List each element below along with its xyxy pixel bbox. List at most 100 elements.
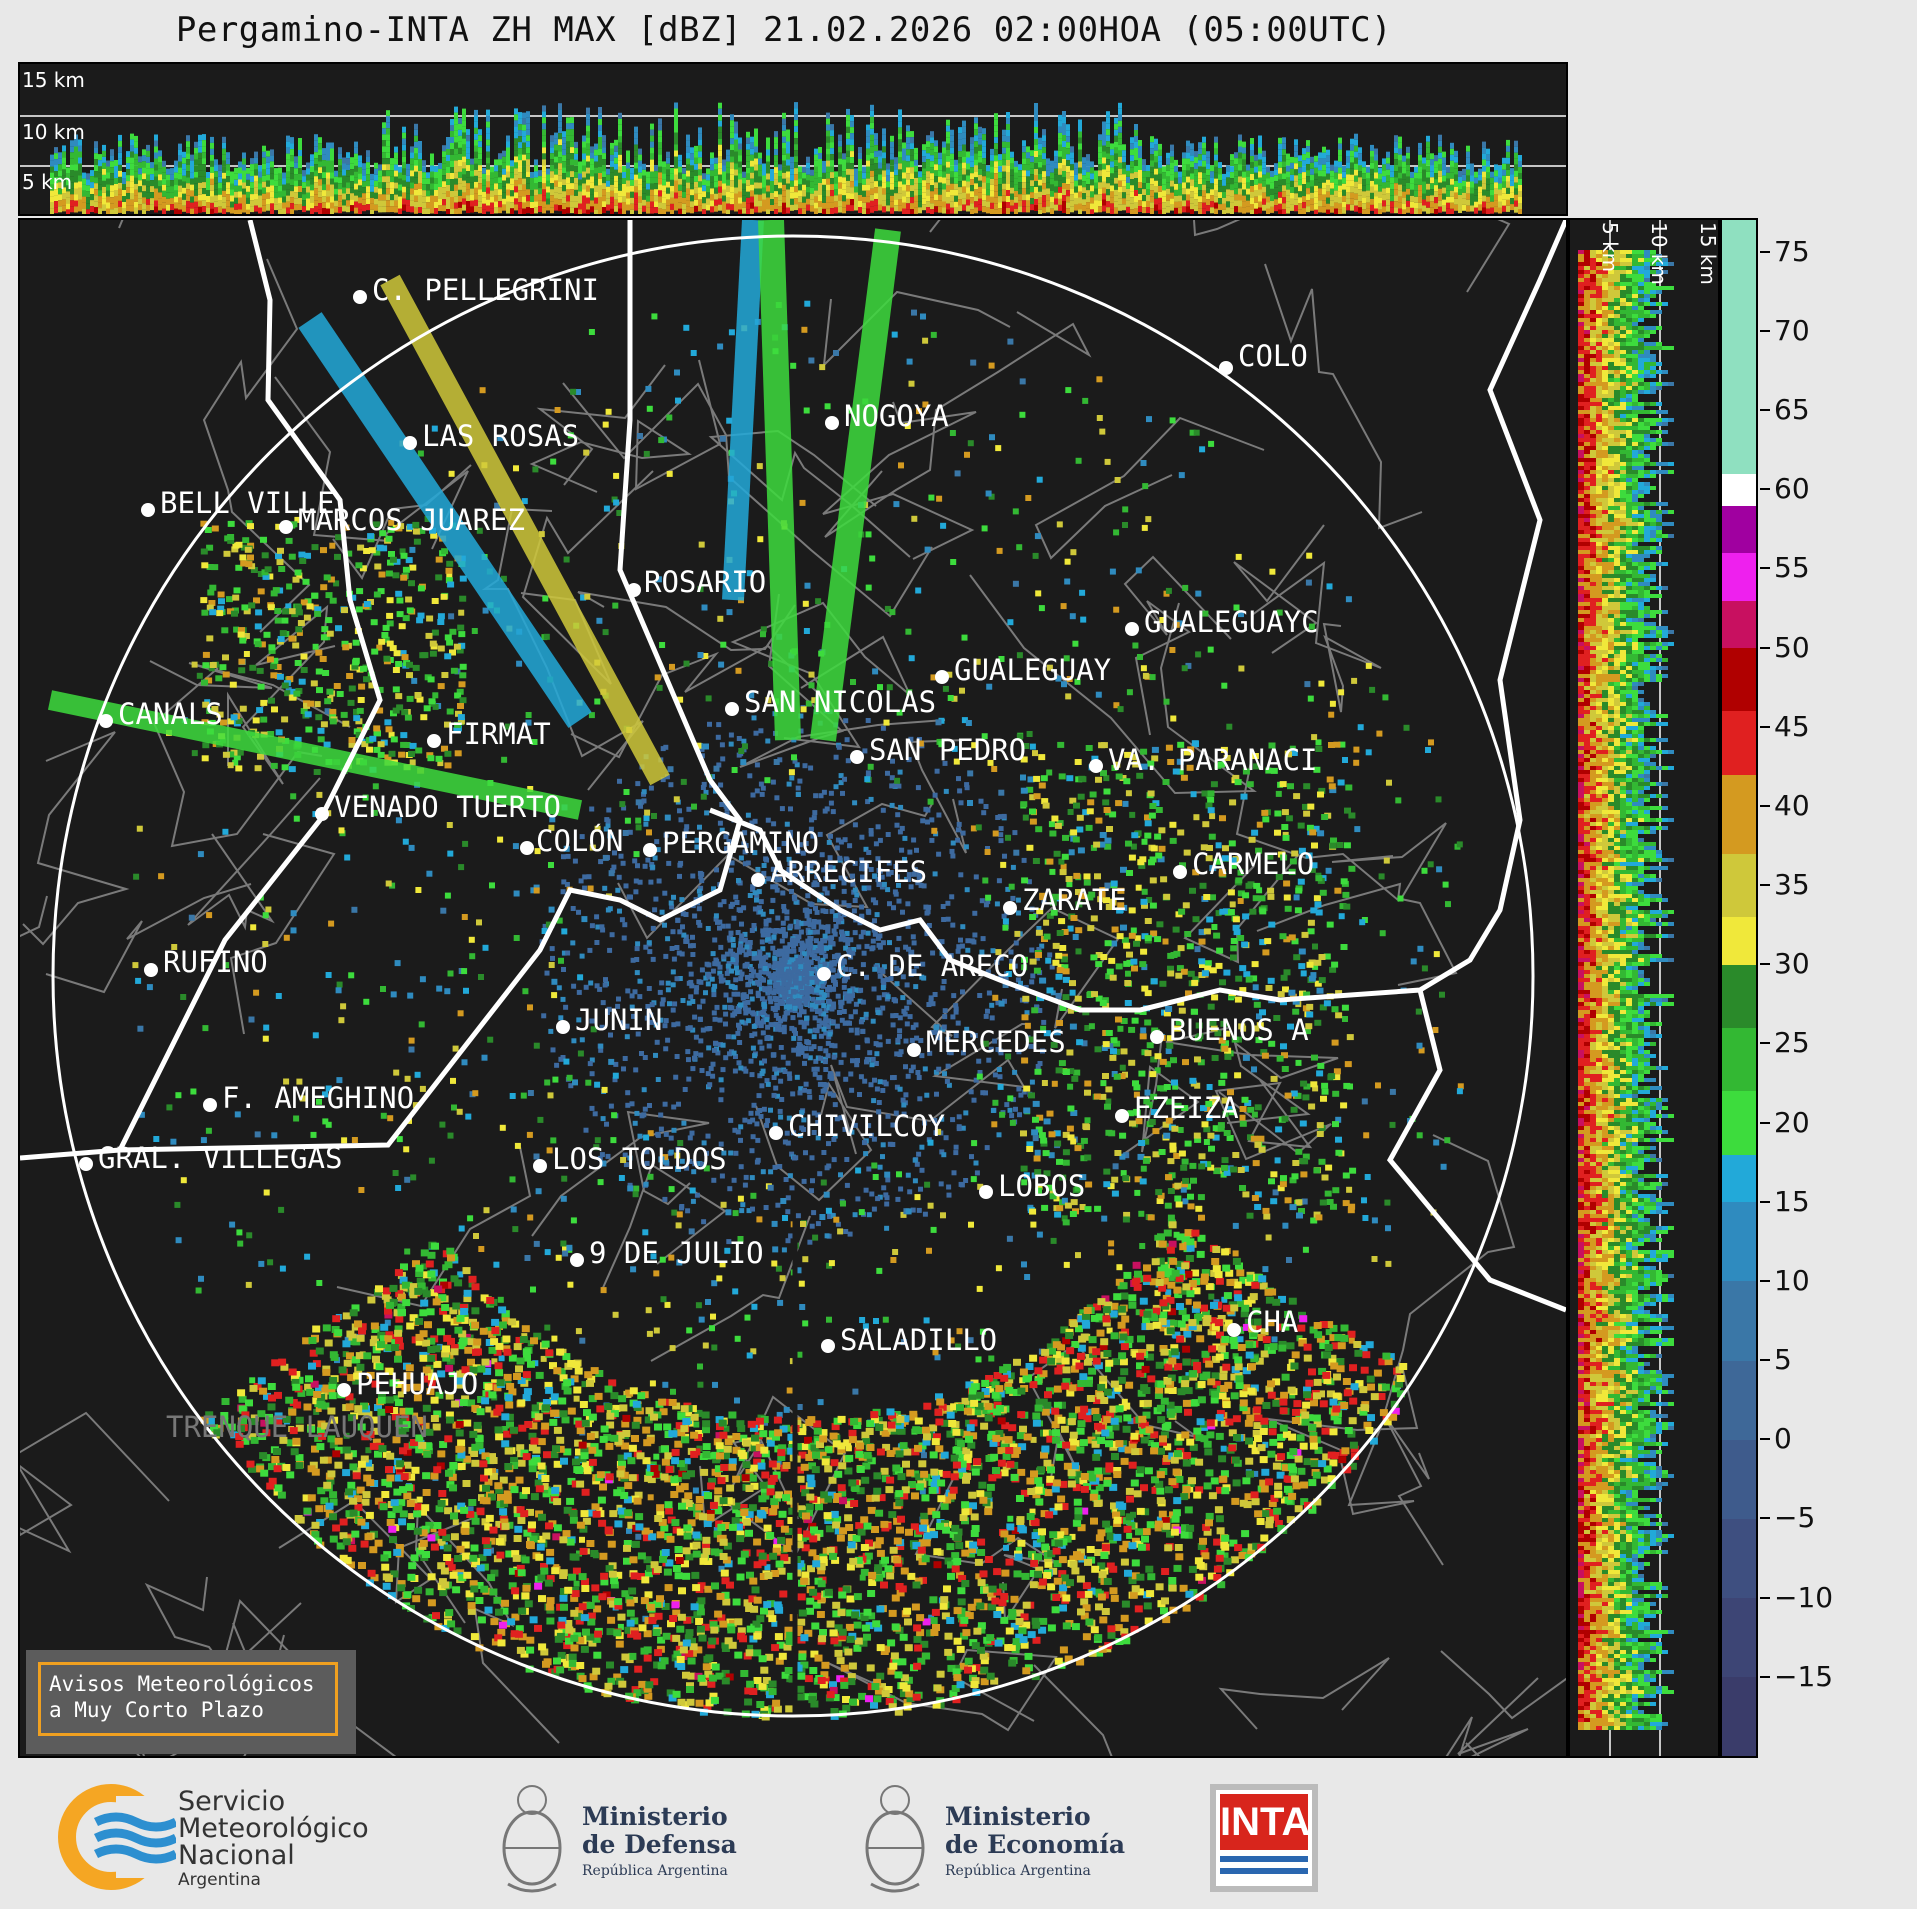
top-echo-cell [730,114,734,121]
echo-cell [704,810,710,816]
top-echo-cell [1242,177,1246,184]
top-echo-cell [1170,204,1174,211]
top-echo-cell [522,208,526,214]
radar-map-panel[interactable]: C. PELLEGRINI LAS ROSAS NOGOYA BELL VILLE MA… [18,218,1568,1758]
top-echo-cell [1430,201,1434,208]
top-echo-cell [590,158,594,165]
top-echo-cell [678,160,682,167]
top-echo-cell [1126,176,1130,183]
top-echo-cell [926,171,930,178]
echo-cell [1012,1069,1018,1075]
top-echo-cell [78,187,82,194]
top-echo-cell [1366,184,1370,191]
echo-cell [811,1130,817,1135]
top-echo-cell [882,152,886,159]
top-echo-cell [782,160,786,167]
top-echo-cell [1178,207,1182,214]
top-echo-cell [1070,158,1074,165]
echo-cell [926,923,932,928]
top-echo-cell [1122,192,1126,199]
top-echo-cell [154,140,158,147]
top-echo-cell [882,200,886,207]
top-echo-cell [218,194,222,201]
top-echo-cell [1354,205,1358,212]
top-echo-cell [978,126,982,133]
top-echo-cell [1254,178,1258,185]
top-echo-cell [362,163,366,170]
top-echo-cell [318,185,322,192]
top-echo-cell [1122,168,1126,175]
top-echo-cell [1018,176,1022,183]
top-echo-cell [1434,173,1438,180]
top-echo-cell [334,182,338,189]
county-border [1233,524,1325,654]
echo-cell [815,1120,821,1125]
top-echo-cell [1510,204,1514,211]
top-echo-cell [246,179,250,186]
echo-cell [786,1115,792,1121]
top-echo-cell [146,180,150,187]
top-echo-cell [1514,200,1518,207]
top-echo-cell [1386,187,1390,194]
top-echo-cell [518,160,522,167]
top-echo-cell [538,194,542,201]
top-echo-cell [1098,134,1102,141]
echo-cell [701,781,707,787]
top-echo-cell [1518,197,1522,203]
top-echo-cell [58,188,62,195]
top-echo-cell [1010,199,1014,206]
top-echo-cell [790,156,794,163]
top-echo-cell [1346,180,1350,187]
echo-cell [985,899,991,905]
top-echo-cell [1018,188,1022,195]
top-echo-cell [406,193,410,200]
top-echo-cell [206,178,210,184]
top-echo-cell [902,166,906,173]
top-echo-cell [970,137,974,144]
top-echo-cell [754,188,758,195]
top-echo-cell [606,192,610,199]
top-echo-cell [630,173,634,180]
top-echo-cell [526,201,530,208]
top-echo-cell [1198,196,1202,203]
top-echo-cell [262,163,266,170]
top-echo-cell [1258,165,1262,172]
top-echo-cell [1130,149,1134,156]
top-echo-cell [1250,210,1254,214]
top-echo-cell [222,136,226,143]
top-echo-cell [498,183,502,190]
top-echo-cell [210,148,214,155]
top-echo-cell [1106,147,1110,154]
top-echo-cell [1462,174,1466,181]
top-echo-cell [1054,198,1058,205]
top-echo-cell [1066,178,1070,185]
top-echo-cell [1134,190,1138,196]
top-echo-cell [1214,166,1218,173]
top-echo-cell [1090,191,1094,198]
top-echo-cell [782,124,786,131]
top-echo-cell [382,152,386,159]
top-echo-cell [950,207,954,214]
top-echo-cell [98,208,102,214]
top-echo-cell [914,207,918,214]
top-echo-cell [1046,206,1050,213]
echo-cell [698,1038,704,1044]
top-echo-cell [1086,172,1090,179]
top-echo-cell [730,180,734,187]
top-echo-cell [342,169,346,176]
top-echo-cell [138,156,142,163]
top-echo-cell [1098,164,1102,171]
top-echo-cell [118,176,122,183]
top-echo-cell [598,131,602,137]
top-echo-cell [642,169,646,176]
echo-cell [828,800,834,806]
top-echo-cell [222,190,226,197]
echo-cell [712,983,718,989]
top-echo-cell [126,181,130,188]
top-echo-cell [1354,133,1358,140]
top-echo-cell [414,129,418,136]
top-echo-cell [386,176,390,183]
top-echo-cell [370,203,374,210]
top-echo-cell [718,144,722,151]
top-echo-cell [706,180,710,187]
